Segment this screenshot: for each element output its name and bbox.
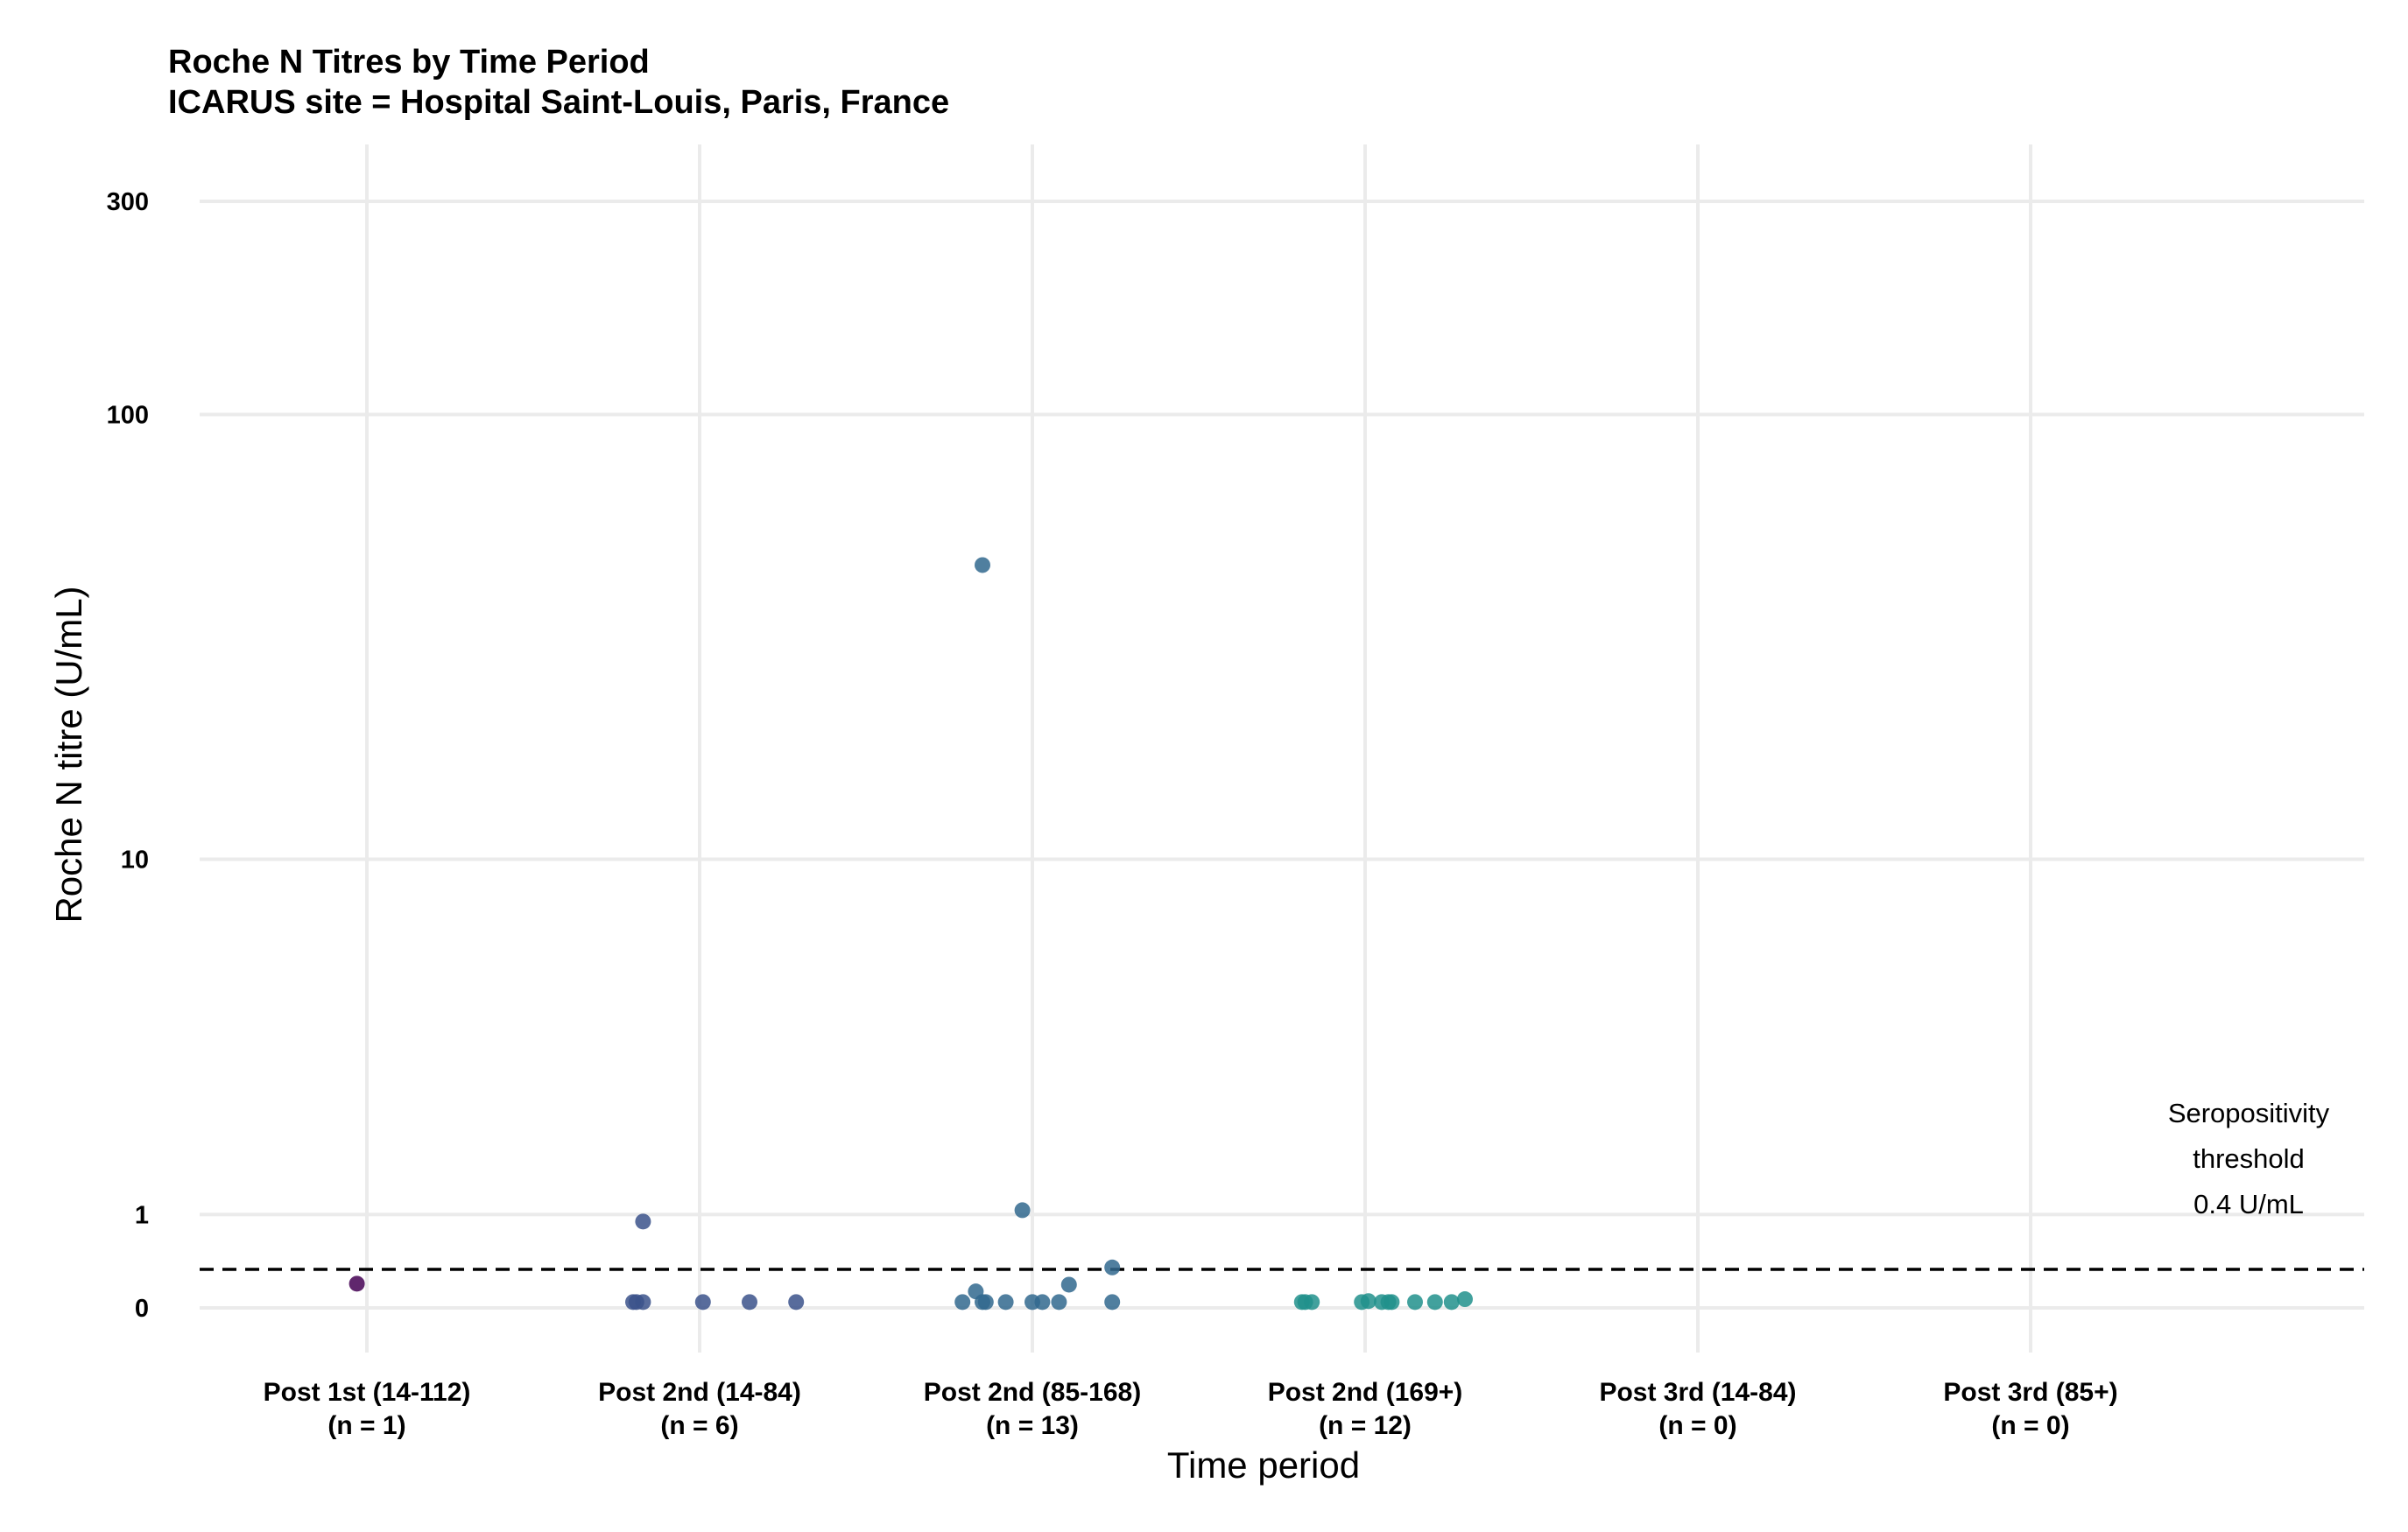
x-tick-count-label: (n = 6) — [660, 1411, 738, 1440]
x-axis-title: Time period — [1167, 1444, 1360, 1486]
y-tick-label: 300 — [107, 188, 149, 216]
data-point — [1443, 1294, 1460, 1311]
data-point — [635, 1213, 651, 1230]
data-point — [1014, 1202, 1031, 1219]
chart-title: Roche N Titres by Time Period — [168, 44, 650, 81]
data-point — [635, 1294, 651, 1311]
grid-lines — [200, 144, 2364, 1353]
axis-labels: 0 1 10 100 300 Post 1st (14-112) (n = 1) Post 2… — [48, 188, 2118, 1486]
x-tick-count-label: (n = 0) — [1658, 1411, 1736, 1440]
x-tick-label: Post 2nd (14-84) — [598, 1378, 801, 1407]
data-point — [1034, 1294, 1051, 1311]
x-tick-label: Post 1st (14-112) — [264, 1378, 471, 1407]
y-axis-title: Roche N titre (U/mL) — [48, 586, 89, 923]
x-tick-label: Post 2nd (85-168) — [924, 1378, 1141, 1407]
data-point — [1104, 1259, 1121, 1275]
data-point — [975, 557, 990, 573]
data-point — [1426, 1294, 1443, 1311]
y-tick-label: 10 — [121, 847, 149, 875]
data-point — [1104, 1294, 1121, 1311]
threshold-label: threshold — [2193, 1143, 2305, 1174]
threshold-layer: Seropositivity threshold 0.4 U/mL — [200, 1098, 2364, 1271]
data-points — [349, 557, 1473, 1311]
data-point — [1407, 1294, 1423, 1311]
threshold-label: Seropositivity — [2168, 1098, 2330, 1128]
x-tick-label: Post 2nd (169+) — [1268, 1378, 1463, 1407]
chart-subtitle: ICARUS site = Hospital Saint-Louis, Pari… — [168, 84, 950, 121]
data-point — [1060, 1276, 1077, 1293]
data-point — [1457, 1291, 1473, 1308]
x-tick-count-label: (n = 1) — [327, 1411, 405, 1440]
y-tick-label: 1 — [135, 1201, 149, 1229]
data-point — [954, 1294, 971, 1311]
data-point — [1304, 1294, 1320, 1311]
data-point — [694, 1294, 711, 1311]
x-tick-label: Post 3rd (85+) — [1943, 1378, 2117, 1407]
y-tick-label: 0 — [135, 1295, 149, 1323]
x-tick-count-label: (n = 13) — [986, 1411, 1079, 1440]
x-tick-count-label: (n = 12) — [1319, 1411, 1412, 1440]
threshold-label: 0.4 U/mL — [2193, 1189, 2304, 1219]
x-tick-count-label: (n = 0) — [1991, 1411, 2069, 1440]
data-point — [349, 1275, 365, 1292]
data-point — [997, 1294, 1014, 1311]
data-point — [788, 1294, 805, 1311]
data-point — [1051, 1294, 1067, 1311]
data-point — [977, 1294, 994, 1311]
y-tick-label: 100 — [107, 401, 149, 429]
data-point — [1384, 1294, 1400, 1311]
data-point — [742, 1294, 757, 1311]
data-point — [1360, 1293, 1377, 1310]
x-tick-label: Post 3rd (14-84) — [1599, 1378, 1796, 1407]
